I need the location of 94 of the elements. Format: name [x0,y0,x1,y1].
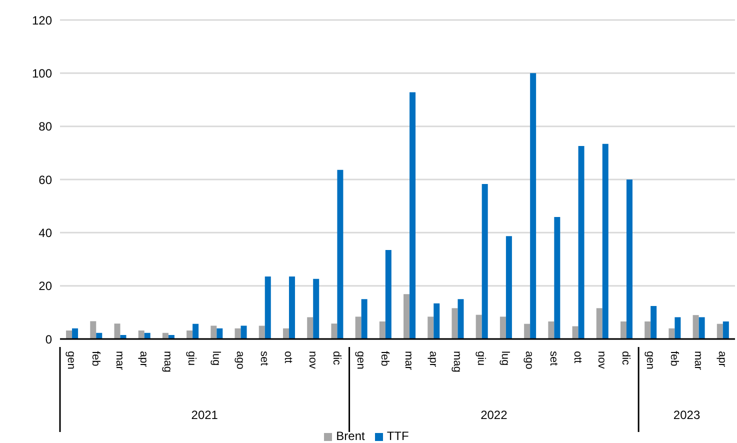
bar [530,73,536,339]
bar [698,317,705,339]
x-tick-label: giu [475,351,488,366]
bar [331,324,338,339]
bar [144,332,150,339]
x-tick-label: dic [620,351,632,366]
bar [288,276,295,339]
y-tick-label: 20 [38,279,52,294]
bar [452,308,458,339]
bar [90,321,96,339]
y-tick-label: 80 [38,120,52,134]
bar [234,328,241,339]
x-tick-label: nov [596,351,608,370]
bar [355,316,362,339]
bar [626,180,632,339]
bar [524,324,530,339]
x-tick-label: apr [716,351,728,368]
x-tick-label: apr [138,351,150,368]
bar [162,332,168,339]
bar [282,328,289,339]
bar [722,321,729,339]
bar [216,328,223,339]
bar [668,328,675,339]
bar [548,321,554,339]
bar [361,299,368,339]
bar [500,316,506,339]
bar [596,308,602,339]
bar [602,144,608,339]
bar [428,316,434,339]
y-tick-label: 0 [45,332,52,346]
bar [476,314,482,339]
x-tick-label: set [547,351,560,366]
x-tick-label: ott [571,351,584,364]
legend-label: TTF [386,429,409,443]
x-tick-label: mar [692,351,704,370]
bar [620,321,626,339]
bar [572,326,578,339]
text: 2023 [673,408,700,422]
bar [482,184,488,339]
bar [379,321,386,339]
x-tick-label: set [258,351,270,366]
legend-label: Brent [336,429,365,443]
y-tick-label: 40 [38,226,52,240]
x-tick-label: lug [210,351,222,366]
bar [554,216,560,339]
x-tick-label: nov [306,351,318,370]
x-tick-label: ago [523,351,536,370]
bar [458,299,464,339]
x-tick-label: feb [378,351,391,366]
x-tick-label: feb [668,351,680,366]
y-tick-label: 100 [32,66,52,80]
x-tick-label: lug [499,351,512,366]
bar [716,324,723,339]
bar [313,278,320,339]
bar [66,330,72,339]
bar [644,321,651,339]
x-tick-label: dic [330,351,342,366]
x-tick-label: giu [186,351,198,366]
x-tick-label: mar [113,351,126,370]
bar [410,92,416,339]
y-tick-label: 60 [38,172,52,187]
bar [650,306,657,339]
x-tick-label: gen [644,351,656,370]
x-tick-label: apr [426,351,439,368]
bar [264,276,271,339]
text: 2022 [480,408,508,422]
bar [96,332,102,339]
bar [385,250,392,339]
bar [506,236,512,339]
bar [240,326,247,339]
x-tick-label: feb [89,351,102,366]
bar [434,303,440,339]
x-tick-label: mag [450,351,463,372]
bar [692,315,699,339]
x-tick-label: gen [354,351,366,370]
bar [210,326,217,339]
bar [674,317,681,339]
x-tick-label: mar [402,351,415,370]
bar [186,330,193,339]
x-tick-label: ago [234,351,246,370]
y-tick-label: 120 [32,13,52,28]
bar [258,326,265,339]
bar [307,317,314,339]
x-tick-label: gen [65,351,78,370]
x-tick-label: mag [162,351,174,372]
bar [72,328,78,339]
bar [404,294,410,339]
bar [138,330,144,339]
bar [337,170,344,339]
bar [578,146,584,339]
x-tick-label: ott [282,351,294,364]
bar [192,324,199,339]
bar [114,324,120,339]
text: 2021 [191,408,218,422]
